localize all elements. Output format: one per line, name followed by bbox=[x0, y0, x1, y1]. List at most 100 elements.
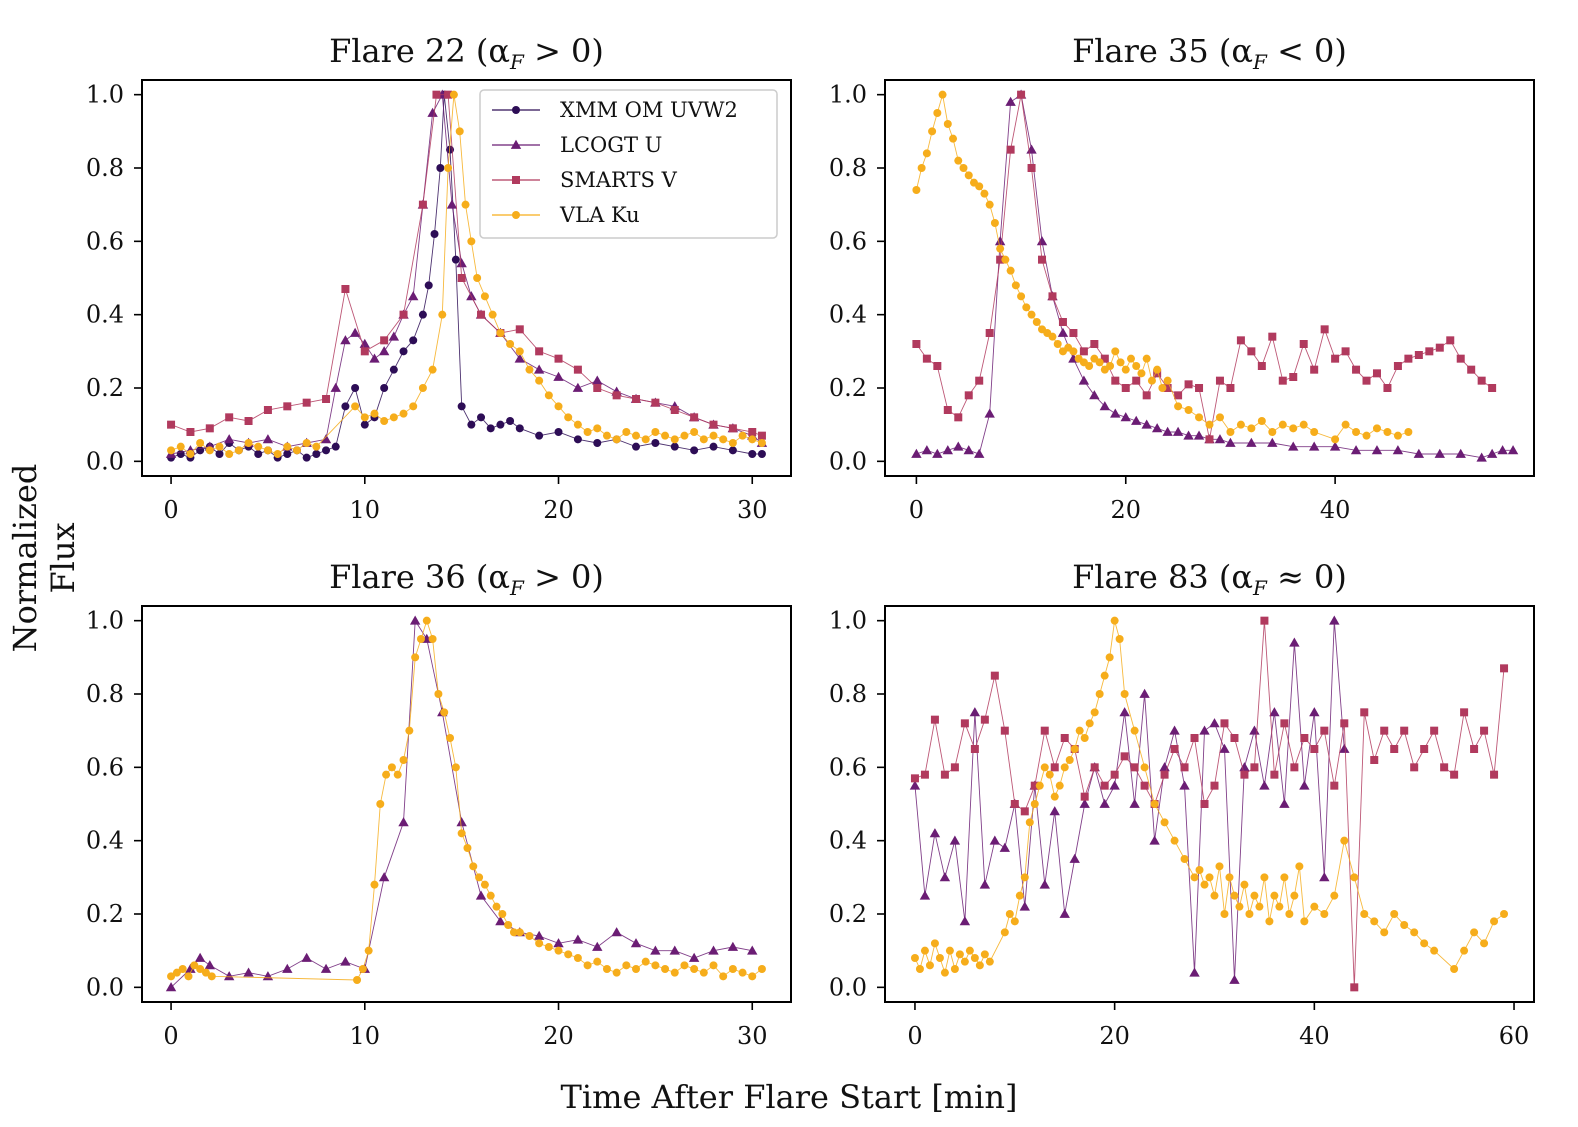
data-point bbox=[1285, 910, 1294, 918]
data-point bbox=[341, 285, 350, 293]
data-point bbox=[172, 968, 181, 977]
data-point bbox=[1189, 967, 1200, 977]
data-point bbox=[1162, 426, 1173, 436]
data-point bbox=[1090, 340, 1099, 348]
y-tick-label: 1.0 bbox=[829, 607, 867, 635]
y-tick-label: 0.8 bbox=[86, 680, 124, 708]
data-point bbox=[525, 932, 534, 940]
data-point bbox=[1017, 90, 1026, 99]
legend-marker bbox=[512, 106, 520, 114]
data-point bbox=[1048, 292, 1057, 301]
data-point bbox=[1372, 369, 1381, 378]
data-point bbox=[688, 952, 700, 962]
data-point bbox=[1435, 343, 1444, 352]
data-point bbox=[486, 891, 495, 900]
y-tick-label: 0.4 bbox=[829, 827, 867, 855]
data-point bbox=[1425, 347, 1434, 356]
data-point bbox=[1200, 880, 1209, 889]
data-point bbox=[1106, 362, 1115, 370]
data-point bbox=[1060, 763, 1069, 772]
data-point bbox=[670, 406, 679, 414]
data-point bbox=[1420, 745, 1429, 753]
data-point bbox=[360, 347, 369, 356]
data-point bbox=[475, 873, 484, 882]
data-point bbox=[1299, 340, 1308, 348]
data-point bbox=[283, 442, 292, 451]
data-point bbox=[980, 715, 989, 724]
data-point bbox=[975, 376, 984, 385]
data-point bbox=[341, 402, 350, 411]
data-point bbox=[389, 365, 398, 374]
data-point bbox=[515, 347, 524, 356]
data-point bbox=[1210, 781, 1219, 790]
data-point bbox=[930, 715, 939, 724]
data-point bbox=[1430, 946, 1439, 955]
data-point bbox=[418, 384, 427, 392]
data-point bbox=[1065, 756, 1074, 764]
data-point bbox=[1070, 745, 1079, 753]
data-point bbox=[430, 230, 439, 238]
data-point bbox=[1010, 917, 1019, 926]
data-point bbox=[1240, 770, 1249, 779]
data-point bbox=[514, 353, 525, 363]
data-point bbox=[1179, 780, 1190, 790]
data-point bbox=[190, 961, 199, 970]
data-point bbox=[225, 413, 234, 422]
data-point bbox=[1352, 365, 1361, 374]
data-point bbox=[1110, 408, 1121, 418]
data-point bbox=[302, 398, 311, 407]
data-point bbox=[592, 941, 603, 951]
data-point bbox=[1151, 423, 1163, 433]
data-point bbox=[535, 939, 544, 948]
data-point bbox=[1300, 734, 1309, 742]
data-point bbox=[1040, 726, 1049, 735]
data-point bbox=[1270, 891, 1279, 900]
data-point bbox=[506, 417, 515, 425]
data-point bbox=[1141, 419, 1152, 429]
data-point bbox=[1049, 806, 1060, 816]
data-point bbox=[544, 943, 553, 951]
data-point bbox=[1226, 428, 1235, 436]
data-point bbox=[728, 439, 737, 447]
data-point bbox=[1390, 910, 1399, 918]
data-point bbox=[244, 439, 253, 447]
y-tick-label: 0.0 bbox=[86, 447, 124, 475]
data-point bbox=[1059, 908, 1070, 918]
data-point bbox=[593, 424, 602, 433]
data-point bbox=[1219, 743, 1230, 753]
data-point bbox=[1058, 318, 1067, 326]
data-point bbox=[1470, 745, 1479, 753]
data-point bbox=[461, 200, 470, 209]
series-lcogt-u bbox=[165, 615, 758, 992]
data-point bbox=[709, 420, 718, 429]
data-point bbox=[999, 842, 1011, 852]
y-tick-label: 0.6 bbox=[86, 753, 124, 781]
data-point bbox=[719, 972, 728, 981]
data-point bbox=[1090, 708, 1099, 717]
data-point bbox=[1330, 781, 1339, 790]
data-point bbox=[980, 189, 989, 198]
data-point bbox=[1410, 928, 1419, 937]
data-point bbox=[719, 435, 728, 444]
series-smarts-v bbox=[167, 90, 766, 440]
data-point bbox=[1090, 763, 1099, 772]
data-point bbox=[1159, 762, 1170, 772]
data-point bbox=[1331, 354, 1340, 363]
data-point bbox=[1507, 445, 1519, 455]
data-point bbox=[525, 365, 534, 374]
data-point bbox=[1490, 917, 1499, 926]
data-point bbox=[1383, 384, 1392, 392]
data-point bbox=[486, 424, 495, 433]
data-point bbox=[994, 236, 1006, 246]
data-point bbox=[480, 880, 489, 889]
data-point bbox=[1174, 402, 1183, 411]
data-point bbox=[405, 726, 414, 735]
data-point bbox=[1420, 939, 1429, 948]
data-point bbox=[564, 413, 573, 422]
data-point bbox=[1250, 891, 1259, 900]
data-point bbox=[196, 439, 205, 447]
series-vla-ku bbox=[167, 616, 766, 984]
y-tick-label: 0.0 bbox=[86, 973, 124, 1001]
data-point bbox=[1236, 336, 1245, 345]
y-tick-label: 0.2 bbox=[829, 374, 867, 402]
